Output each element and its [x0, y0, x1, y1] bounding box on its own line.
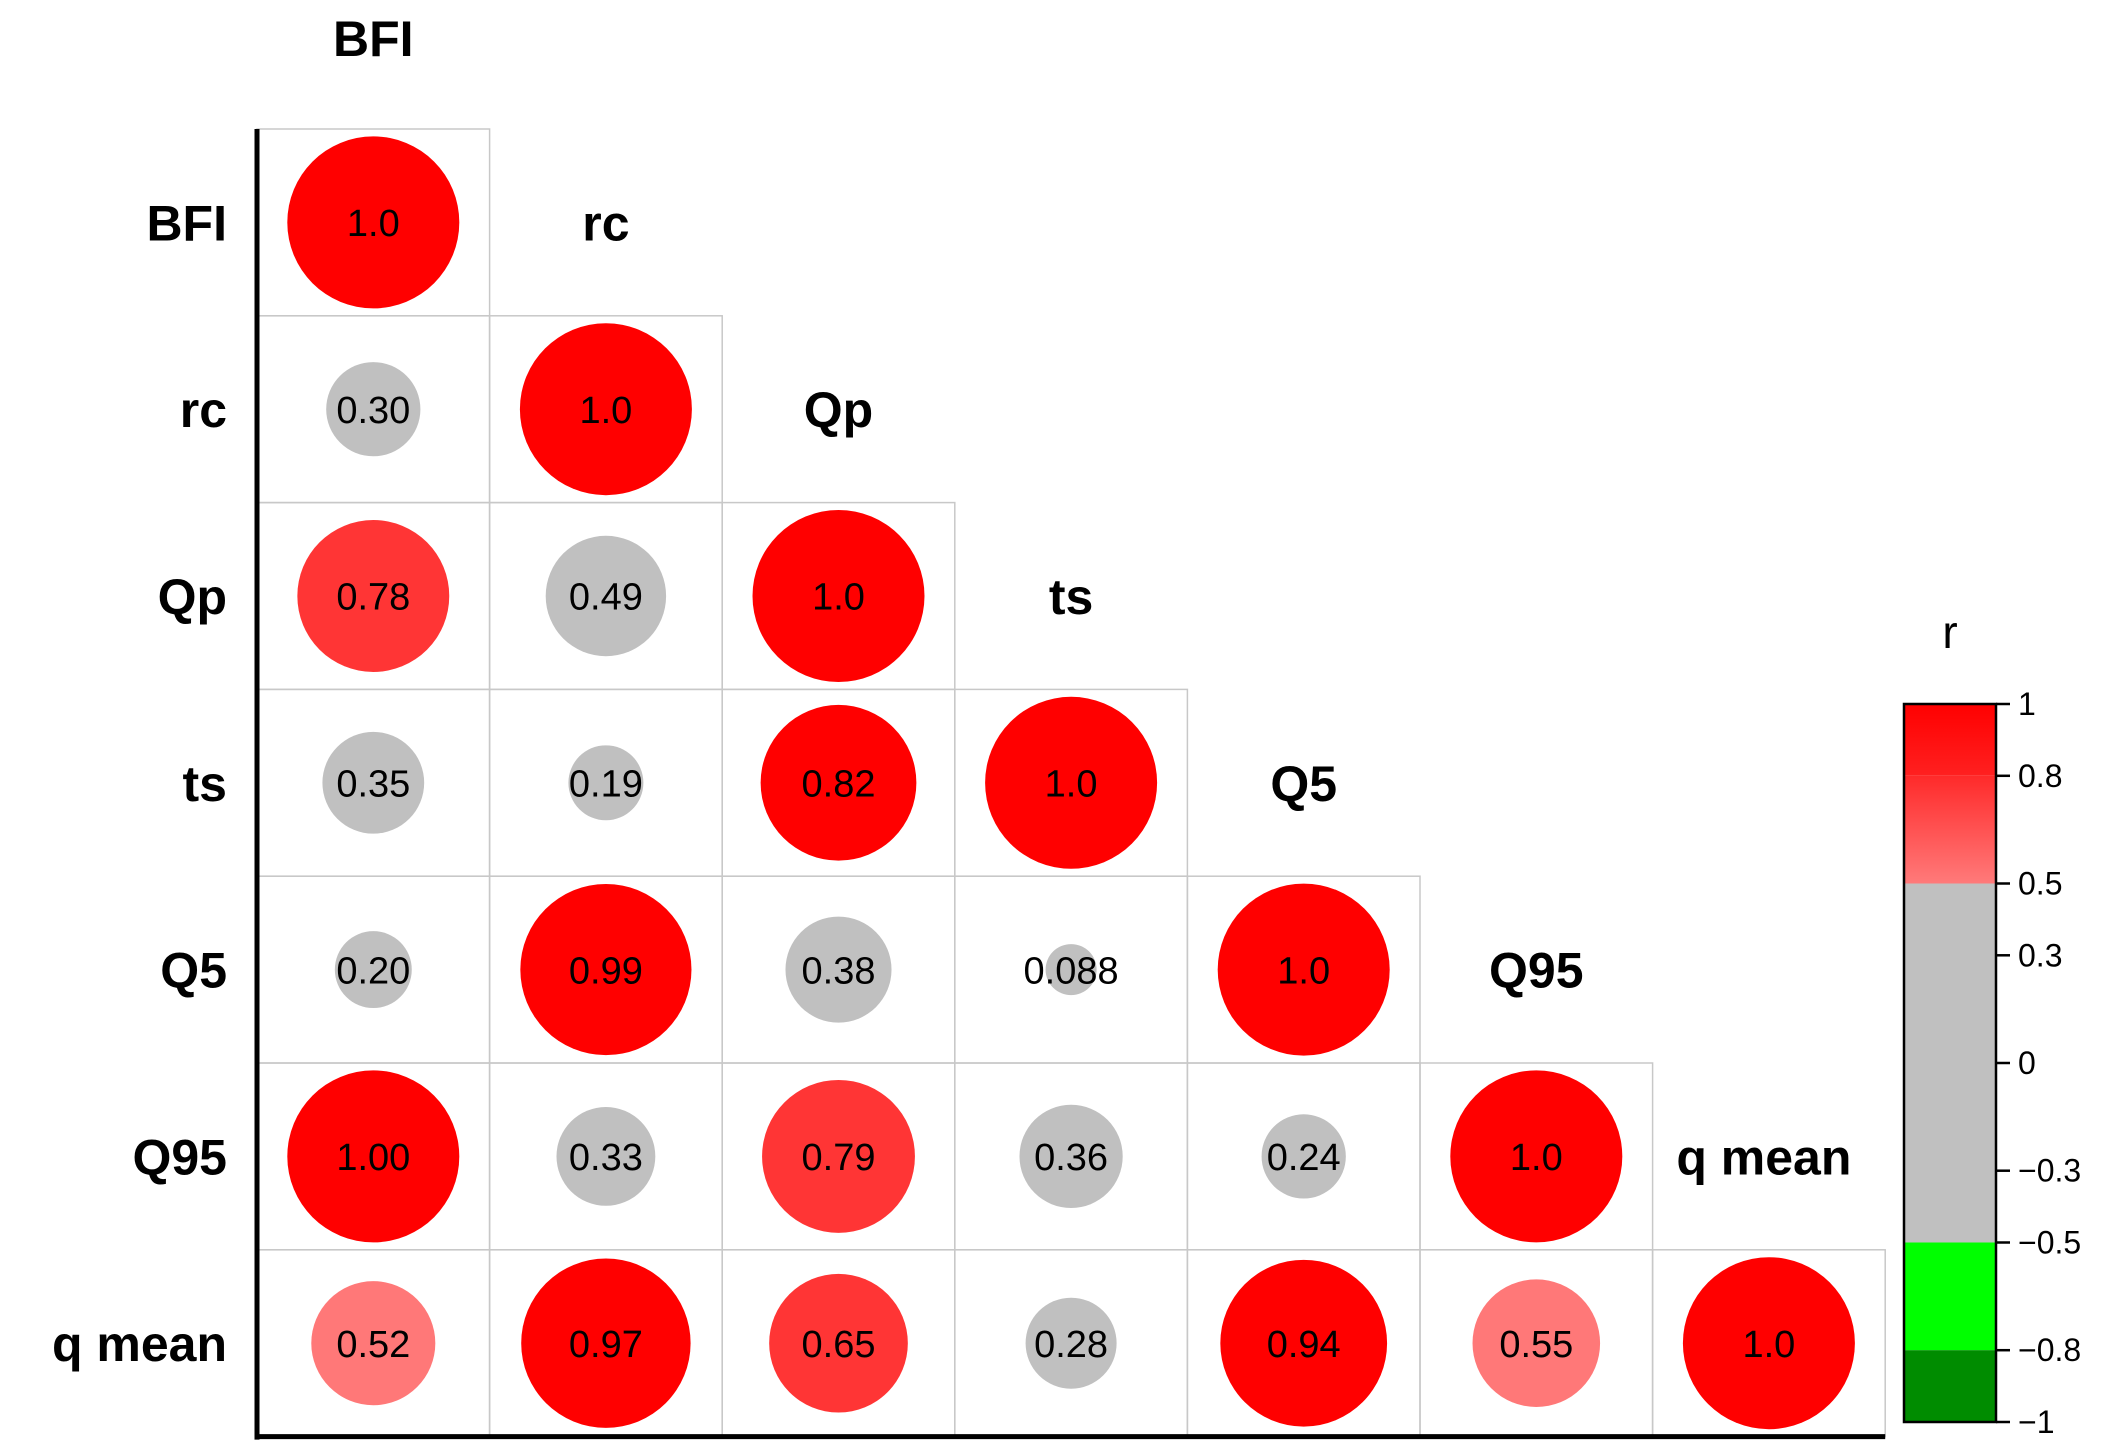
column-variable-label: Q5 — [1270, 756, 1337, 812]
correlation-value-label: 0.79 — [802, 1137, 876, 1179]
correlation-circle — [297, 520, 450, 672]
correlation-value-label: 0.55 — [1499, 1324, 1573, 1366]
correlation-value-label: 0.20 — [336, 950, 410, 992]
correlation-circle — [752, 510, 925, 682]
correlation-value-label: 0.33 — [569, 1137, 643, 1179]
correlation-value-label: 0.99 — [569, 950, 643, 992]
correlation-value-label: 0.49 — [569, 577, 643, 619]
correlation-value-label: 0.52 — [336, 1324, 410, 1366]
correlation-value-label: 0.82 — [802, 763, 876, 805]
legend-ticks: 1 0.8 0.5 0.3 0 −0.3 −0.5 −0.8 −1 — [1996, 686, 2081, 1440]
correlation-circle — [322, 731, 425, 834]
correlation-circle — [334, 931, 412, 1009]
column-variable-label: Qp — [804, 382, 873, 438]
row-variable-label: rc — [180, 382, 227, 438]
column-variable-label: Q95 — [1489, 943, 1584, 999]
correlation-value-label: 0.35 — [336, 763, 410, 805]
correlation-circle — [287, 136, 460, 309]
correlation-circle — [521, 1258, 691, 1428]
correlation-value-label: 1.0 — [1742, 1324, 1795, 1366]
correlation-circle — [519, 323, 692, 496]
correlation-value-label: 0.97 — [569, 1324, 643, 1366]
correlation-circle — [1025, 1297, 1117, 1389]
correlation-circle — [1217, 883, 1390, 1056]
correlation-circle — [520, 884, 692, 1056]
legend-color-bar — [1902, 702, 1998, 1424]
correlation-value-label: 0.24 — [1267, 1137, 1341, 1179]
legend-title: r — [1942, 606, 1957, 658]
correlation-circle — [287, 1070, 460, 1243]
row-variable-label: Q5 — [160, 943, 227, 999]
correlation-circle — [760, 704, 917, 861]
correlation-circle — [985, 696, 1158, 869]
column-variable-label: BFI — [333, 11, 414, 67]
row-variable-label: q mean — [52, 1316, 227, 1372]
diagonal-variable-labels: BFI rc Qp ts Q5 Q95 q mean — [333, 11, 1851, 1185]
correlation-circle — [1019, 1104, 1123, 1208]
legend-color-band — [1904, 883, 1996, 1243]
correlation-circle — [326, 362, 421, 457]
correlation-circle — [785, 916, 892, 1023]
correlation-circle — [1220, 1259, 1388, 1427]
row-variable-label: ts — [183, 756, 227, 812]
correlation-value-label: 1.0 — [579, 390, 632, 432]
legend-tick-label: 0.5 — [2018, 866, 2062, 902]
correlation-value-label: 0.94 — [1267, 1324, 1341, 1366]
correlation-value-label: 1.0 — [1045, 763, 1098, 805]
correlation-value-label: 1.0 — [1277, 950, 1330, 992]
legend-tick-label: −0.8 — [2018, 1332, 2081, 1368]
correlation-value-label: 1.0 — [347, 203, 400, 245]
legend-tick-label: 0.3 — [2018, 937, 2062, 973]
correlation-circle — [1045, 944, 1097, 996]
legend-color-band — [1904, 775, 1996, 884]
column-variable-label: ts — [1049, 569, 1093, 625]
legend-color-band — [1904, 1242, 1996, 1351]
correlation-circle — [311, 1281, 436, 1406]
legend-color-band — [1904, 1350, 1996, 1422]
legend-tick-label: 0.8 — [2018, 758, 2062, 794]
correlation-circle — [1682, 1257, 1855, 1430]
correlation-value-label: 0.30 — [336, 390, 410, 432]
correlation-value-label: 0.088 — [1024, 950, 1119, 992]
correlation-circle — [556, 1106, 656, 1206]
legend-tick-label: −1 — [2018, 1404, 2054, 1440]
correlation-circle — [545, 535, 667, 657]
correlation-circle — [762, 1079, 915, 1233]
correlation-value-label: 1.00 — [336, 1137, 410, 1179]
row-variable-label: Qp — [158, 569, 227, 625]
correlation-value-label: 0.38 — [802, 950, 876, 992]
correlation-circle — [1261, 1114, 1346, 1199]
matrix-cells: 1.0 0.30 1.0 0.78 0.49 1.0 0.35 0.19 0.82 1.0 0.20… — [256, 128, 1886, 1438]
matrix-axes — [254, 129, 1886, 1440]
correlation-circle — [568, 745, 644, 821]
column-variable-label: rc — [582, 195, 629, 251]
correlation-circle — [769, 1273, 908, 1413]
correlation-circle — [1472, 1279, 1601, 1407]
correlation-value-label: 0.65 — [802, 1324, 876, 1366]
legend-tick-label: 0 — [2018, 1045, 2036, 1081]
correlation-circle — [1450, 1070, 1623, 1243]
correlation-value-label: 0.78 — [336, 577, 410, 619]
column-variable-label: q mean — [1676, 1129, 1851, 1185]
correlation-value-label: 0.36 — [1034, 1137, 1108, 1179]
correlation-value-label: 1.0 — [1510, 1137, 1563, 1179]
row-variable-label: Q95 — [132, 1129, 227, 1185]
legend-color-band — [1904, 704, 1996, 776]
row-variable-label: BFI — [146, 195, 227, 251]
legend-tick-label: −0.3 — [2018, 1153, 2081, 1189]
color-legend: r 1 0.8 0.5 0.3 0 −0.3 −0.5 −0.8 −1 — [1902, 606, 2081, 1440]
row-variable-labels: BFI rc Qp ts Q5 Q95 q mean — [52, 195, 227, 1372]
legend-tick-label: −0.5 — [2018, 1225, 2081, 1261]
legend-tick-label: 1 — [2018, 686, 2036, 722]
correlation-value-label: 1.0 — [812, 577, 865, 619]
correlation-value-label: 0.28 — [1034, 1324, 1108, 1366]
correlation-value-label: 0.19 — [569, 763, 643, 805]
